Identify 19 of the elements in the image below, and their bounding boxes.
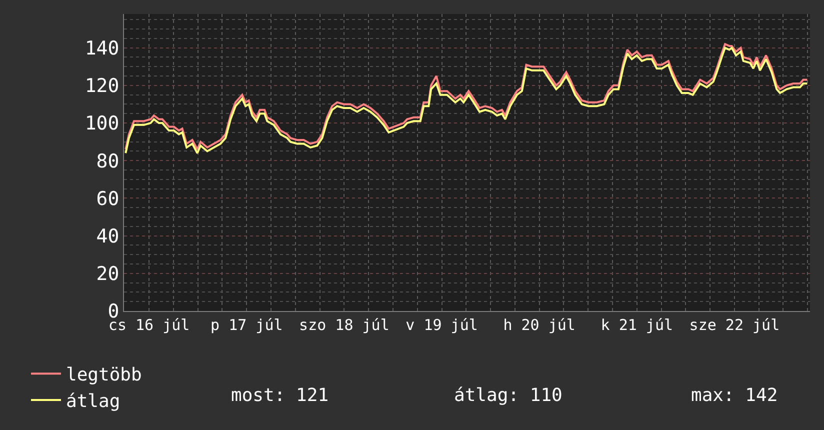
x-tick-label: szo 18 júl — [299, 316, 390, 334]
y-tick-label: 60 — [96, 188, 120, 210]
legend-label: átlag — [66, 391, 120, 412]
text: most: 121 — [231, 385, 329, 406]
y-tick-label: 20 — [96, 263, 120, 286]
text: átlag: 110 — [454, 385, 562, 406]
y-tick-label: 120 — [84, 75, 120, 98]
y-tick-label: 40 — [96, 225, 120, 248]
y-tick-label: 80 — [96, 150, 120, 172]
x-tick-label: h 20 júl — [503, 316, 576, 334]
x-tick-label: p 17 júl — [210, 316, 283, 334]
y-tick-label: 140 — [84, 37, 120, 60]
y-tick-label: 100 — [84, 112, 120, 135]
x-tick-label: sze 22 júl — [689, 316, 780, 334]
legend-label: legtöbb — [66, 364, 142, 386]
x-tick-label: k 21 júl — [600, 316, 674, 334]
text: max: 142 — [691, 385, 778, 406]
y-tick-label: 0 — [108, 300, 120, 323]
x-tick-label: v 19 júl — [406, 316, 478, 334]
